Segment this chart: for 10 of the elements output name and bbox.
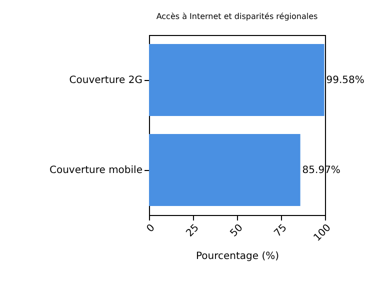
x-tick-label: 75 [272, 222, 290, 240]
x-tick-label: 50 [228, 222, 246, 240]
y-tick-label: Couverture mobile [49, 165, 142, 176]
chart-title: Accès à Internet et disparités régionales [156, 12, 318, 21]
x-tick-label: 25 [184, 222, 202, 240]
y-tick-label: Couverture 2G [69, 75, 142, 86]
x-axis-title: Pourcentage (%) [196, 251, 280, 262]
data-label: 99.58% [326, 75, 364, 86]
x-tick-label: 100 [312, 222, 334, 244]
x-tick-label: 0 [144, 222, 158, 235]
